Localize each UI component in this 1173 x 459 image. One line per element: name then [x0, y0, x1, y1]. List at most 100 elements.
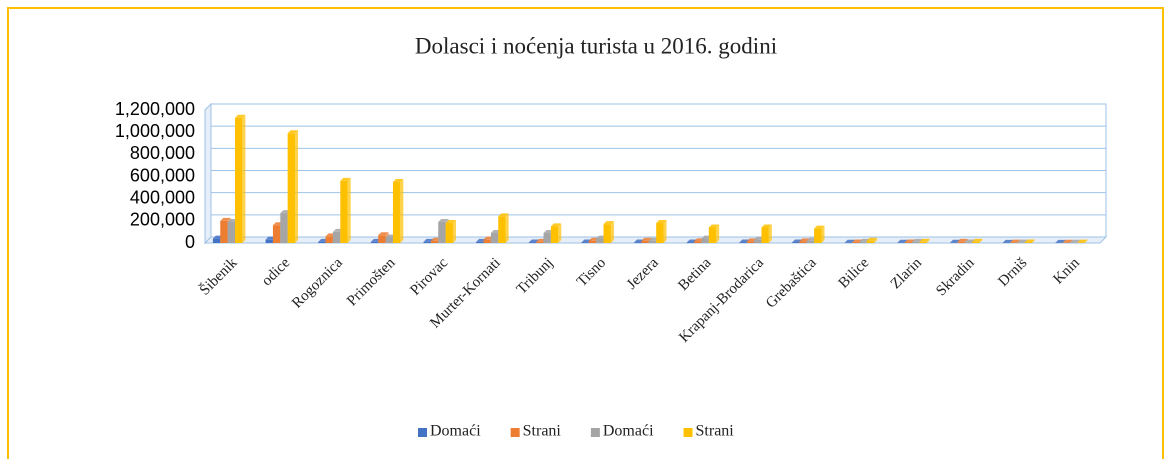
y-tick-label: 1,000,000 — [115, 121, 195, 141]
chart-title: Dolasci i noćenja turista u 2016. godini — [415, 33, 777, 58]
bar-side — [821, 225, 825, 243]
bar — [799, 241, 807, 243]
bar-top — [866, 237, 878, 241]
bar — [641, 240, 649, 243]
bar-top — [340, 177, 351, 181]
bar — [792, 242, 800, 243]
bar — [235, 117, 243, 243]
bar — [280, 213, 288, 243]
bar-top — [550, 223, 562, 227]
bar — [603, 224, 611, 243]
bar — [227, 221, 236, 243]
bar-top — [1062, 239, 1073, 243]
legend-label: Domaći — [430, 423, 481, 440]
bar — [581, 242, 589, 243]
bar-side — [979, 238, 983, 243]
bar-top — [287, 130, 299, 134]
bar-top — [603, 221, 614, 225]
bar — [385, 237, 393, 243]
bar — [656, 223, 664, 243]
bar-top — [761, 224, 772, 228]
bar — [694, 241, 702, 243]
bar-side — [926, 238, 930, 243]
bar — [648, 240, 657, 243]
bar-side — [1032, 239, 1036, 243]
y-tick-label: 400,000 — [130, 187, 195, 207]
bar — [596, 238, 604, 243]
legend-swatch — [683, 428, 693, 437]
bar — [550, 226, 559, 243]
y-tick-label: 800,000 — [130, 143, 195, 163]
bar-side — [400, 179, 404, 243]
bar-top — [1017, 239, 1028, 243]
bar — [686, 242, 695, 243]
bar — [272, 225, 281, 243]
bar-side — [716, 224, 720, 243]
bar-top — [656, 220, 667, 224]
bar — [476, 241, 484, 243]
bar — [904, 242, 913, 243]
bar — [972, 241, 980, 243]
bar — [806, 240, 815, 243]
bar — [325, 236, 333, 243]
chart-border — [7, 7, 1164, 459]
bar-top — [1069, 239, 1081, 243]
y-tick-label: 1,200,000 — [115, 99, 195, 119]
bar — [761, 227, 769, 243]
legend-swatch — [590, 428, 600, 437]
bar-top — [438, 218, 449, 222]
bar — [370, 241, 379, 243]
bar-top — [919, 238, 930, 242]
bar-top — [957, 238, 968, 242]
bar — [528, 242, 537, 243]
y-tick-label: 200,000 — [130, 210, 195, 230]
bar — [392, 182, 401, 243]
bar — [957, 241, 965, 243]
bar — [536, 241, 544, 243]
bar-top — [1077, 239, 1088, 243]
bar-side — [452, 220, 456, 243]
bar-side — [505, 213, 509, 243]
bar-top — [1055, 239, 1066, 243]
y-tick-label: 0 — [185, 232, 195, 252]
bar — [483, 239, 491, 243]
bar — [265, 239, 273, 243]
bar — [430, 240, 439, 243]
bar — [866, 240, 875, 243]
bar-side — [558, 223, 562, 243]
legend-label: Strani — [523, 423, 562, 440]
bar — [318, 241, 326, 243]
bar-top — [498, 213, 509, 217]
bar-top — [1009, 239, 1021, 243]
bar — [852, 242, 860, 243]
bar — [588, 240, 597, 243]
bar-side — [347, 177, 351, 243]
bar-top — [1002, 239, 1013, 243]
bar — [498, 216, 506, 243]
bar — [438, 221, 446, 243]
bar — [859, 241, 867, 243]
legend-swatch — [510, 428, 520, 437]
bar — [287, 133, 296, 243]
bar-top — [897, 239, 908, 243]
bar — [1024, 242, 1033, 243]
bar-side — [1084, 239, 1088, 243]
bar — [814, 228, 822, 243]
bar-top — [445, 220, 456, 224]
bar-side — [295, 130, 299, 243]
bar-side — [768, 224, 772, 243]
bar — [701, 238, 709, 243]
bar-side — [242, 114, 246, 243]
bar — [543, 233, 551, 243]
bar-side — [874, 237, 878, 243]
bar — [746, 241, 755, 243]
bar-top — [1024, 239, 1036, 243]
bar-top — [972, 238, 983, 242]
bar-top — [844, 239, 856, 243]
bar-side — [610, 221, 614, 243]
bar-top — [235, 114, 246, 118]
bar-top — [392, 179, 404, 183]
